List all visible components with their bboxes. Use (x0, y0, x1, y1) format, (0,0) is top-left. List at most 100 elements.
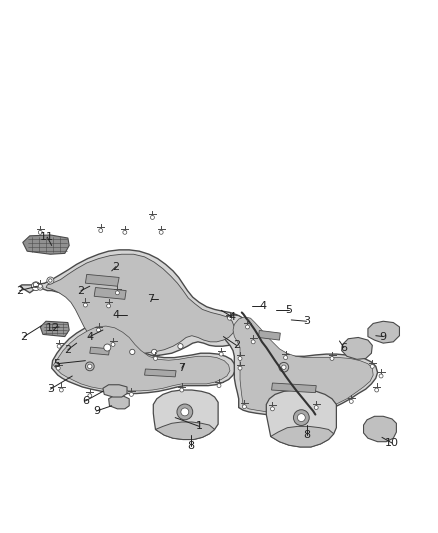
Circle shape (130, 349, 135, 354)
Circle shape (181, 408, 189, 416)
Polygon shape (153, 390, 218, 440)
Circle shape (57, 344, 61, 348)
Polygon shape (23, 235, 69, 254)
Text: 2: 2 (233, 341, 240, 350)
Polygon shape (271, 426, 334, 447)
Circle shape (251, 340, 255, 344)
Circle shape (104, 344, 111, 351)
Text: 4: 4 (86, 332, 93, 342)
Circle shape (130, 392, 133, 397)
Text: 11: 11 (40, 232, 54, 242)
Text: 1: 1 (196, 422, 203, 431)
Polygon shape (40, 321, 69, 336)
Circle shape (111, 343, 115, 346)
Circle shape (243, 405, 246, 409)
Circle shape (282, 365, 286, 369)
Text: 4: 4 (113, 310, 120, 320)
Polygon shape (145, 369, 176, 377)
Polygon shape (20, 250, 246, 356)
Circle shape (38, 230, 42, 235)
Polygon shape (103, 385, 127, 397)
Circle shape (38, 285, 43, 290)
Circle shape (106, 304, 111, 308)
Polygon shape (266, 390, 336, 447)
Circle shape (374, 388, 378, 392)
Circle shape (38, 284, 42, 288)
Circle shape (293, 410, 309, 425)
Circle shape (56, 366, 60, 370)
Text: 9: 9 (380, 332, 387, 342)
Circle shape (47, 277, 54, 284)
Text: 2: 2 (21, 332, 28, 342)
Circle shape (245, 325, 249, 329)
Circle shape (96, 328, 100, 332)
Polygon shape (342, 337, 372, 359)
Circle shape (350, 399, 353, 403)
Circle shape (370, 365, 374, 368)
Circle shape (270, 407, 274, 411)
Circle shape (177, 404, 193, 420)
Polygon shape (85, 274, 119, 286)
Circle shape (123, 230, 127, 235)
Polygon shape (368, 321, 399, 343)
Circle shape (88, 364, 92, 368)
Text: 3: 3 (47, 384, 54, 394)
Text: 6: 6 (82, 396, 89, 406)
Circle shape (217, 384, 221, 387)
Text: 2: 2 (113, 262, 120, 271)
Circle shape (88, 394, 92, 398)
Polygon shape (90, 347, 110, 355)
Circle shape (83, 303, 87, 307)
Circle shape (314, 406, 318, 409)
Text: 3: 3 (303, 316, 310, 326)
Text: 8: 8 (303, 430, 310, 440)
Text: 4: 4 (229, 312, 236, 322)
Circle shape (150, 215, 154, 220)
Polygon shape (94, 287, 126, 300)
Circle shape (284, 356, 287, 360)
Circle shape (238, 366, 242, 370)
Circle shape (153, 357, 158, 360)
Polygon shape (46, 254, 234, 353)
Text: 6: 6 (340, 343, 347, 352)
Circle shape (85, 362, 94, 371)
Circle shape (49, 279, 52, 282)
Circle shape (152, 349, 157, 354)
Circle shape (32, 282, 40, 290)
Circle shape (115, 291, 119, 295)
Text: 5: 5 (53, 359, 60, 369)
Text: 5: 5 (286, 305, 293, 316)
Circle shape (297, 414, 305, 422)
Circle shape (33, 282, 39, 287)
Circle shape (178, 344, 183, 349)
Text: 2: 2 (16, 286, 23, 296)
Text: 7: 7 (148, 294, 155, 304)
Polygon shape (233, 317, 373, 413)
Text: 8: 8 (187, 441, 194, 451)
Text: 9: 9 (93, 406, 100, 416)
Polygon shape (258, 330, 280, 340)
Circle shape (59, 388, 64, 392)
Circle shape (159, 230, 163, 235)
Polygon shape (272, 383, 316, 393)
Polygon shape (52, 324, 236, 393)
Circle shape (379, 374, 383, 378)
Text: 10: 10 (385, 438, 399, 448)
Circle shape (330, 357, 334, 360)
Circle shape (228, 316, 231, 320)
Text: 2: 2 (64, 345, 71, 355)
Circle shape (99, 229, 102, 232)
Text: 12: 12 (46, 323, 60, 333)
Polygon shape (221, 314, 378, 415)
Text: 2: 2 (78, 286, 85, 296)
Text: 4: 4 (259, 301, 266, 311)
Polygon shape (109, 395, 129, 409)
Polygon shape (53, 326, 230, 391)
Polygon shape (364, 416, 396, 442)
Circle shape (279, 362, 289, 372)
Circle shape (180, 388, 184, 392)
Circle shape (219, 352, 223, 356)
Text: 7: 7 (178, 363, 185, 373)
Polygon shape (155, 422, 215, 440)
Circle shape (238, 357, 242, 360)
